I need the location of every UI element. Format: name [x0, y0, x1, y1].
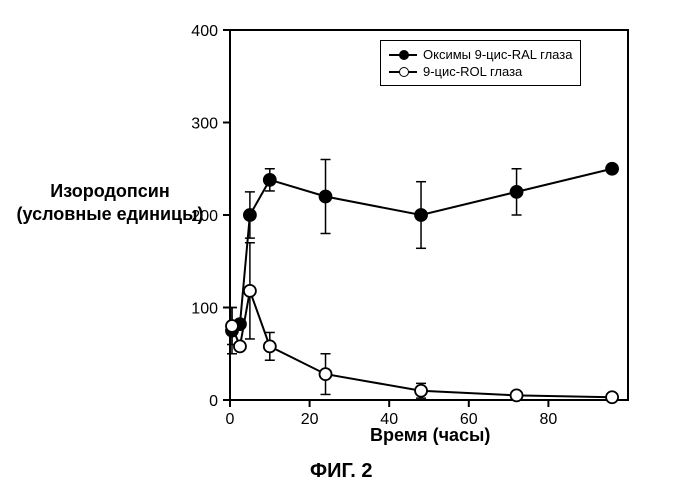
svg-text:300: 300: [191, 116, 218, 133]
figure-label: ФИГ. 2: [310, 460, 373, 483]
legend-line-icon: [389, 54, 417, 56]
legend-marker-icon: [399, 50, 409, 60]
svg-text:0: 0: [209, 393, 218, 410]
legend-item: 9-цис-ROL глаза: [389, 64, 572, 79]
legend-marker-icon: [399, 67, 409, 77]
svg-text:0: 0: [226, 411, 235, 428]
legend-item: Оксимы 9-цис-RAL глаза: [389, 47, 572, 62]
legend-label: Оксимы 9-цис-RAL глаза: [423, 47, 572, 62]
svg-text:80: 80: [540, 411, 558, 428]
chart-container: Изородопсин (условные единицы) 010020030…: [0, 0, 678, 500]
svg-text:200: 200: [191, 208, 218, 225]
legend-line-icon: [389, 71, 417, 73]
svg-text:100: 100: [191, 301, 218, 318]
x-axis-label: Время (часы): [370, 425, 490, 446]
legend-label: 9-цис-ROL глаза: [423, 64, 522, 79]
svg-text:400: 400: [191, 23, 218, 40]
legend: Оксимы 9-цис-RAL глаза 9-цис-ROL глаза: [380, 40, 581, 86]
svg-text:20: 20: [301, 411, 319, 428]
